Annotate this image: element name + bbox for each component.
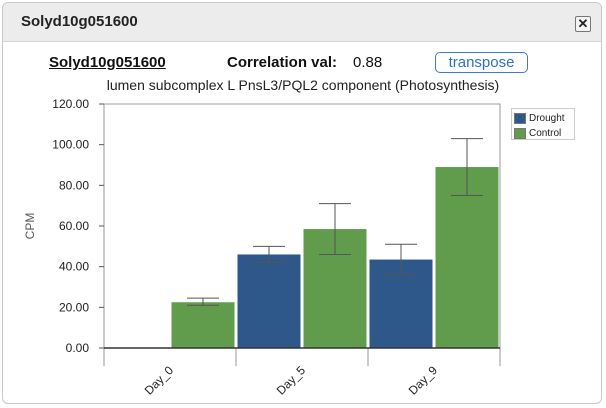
bar-control-day_0: [171, 302, 235, 348]
chart-legend: Drought Control: [511, 108, 575, 140]
y-tick-label: 20.00: [59, 300, 89, 314]
chart-title: lumen subcomplex L PnsL3/PQL2 component …: [106, 77, 500, 93]
y-tick-label: 40.00: [59, 260, 89, 274]
y-tick-label: 100.00: [52, 138, 89, 152]
legend-label-control: Control: [529, 127, 562, 139]
expression-dialog: Solyd10g051600 ✕ Solyd10g051600 Correlat…: [2, 2, 602, 404]
legend-item-drought[interactable]: Drought: [514, 112, 565, 124]
y-tick-label: 120.00: [52, 97, 89, 111]
x-tick-label: Day_9: [406, 363, 441, 398]
legend-swatch-drought: [514, 112, 526, 124]
legend-swatch-control: [514, 127, 526, 139]
transpose-button[interactable]: transpose: [435, 52, 528, 73]
dialog-title: Solyd10g051600: [21, 13, 138, 30]
bar-drought-day_5: [237, 254, 301, 348]
legend-item-control[interactable]: Control: [514, 127, 561, 139]
y-tick-label: 80.00: [59, 178, 89, 192]
y-tick-label: 60.00: [59, 219, 89, 233]
x-tick-label: Day_5: [274, 363, 309, 398]
y-axis-label: CPM: [23, 213, 37, 240]
bar-control-day_9: [435, 167, 499, 348]
y-tick-label: 0.00: [66, 341, 90, 355]
gene-link[interactable]: Solyd10g051600: [49, 54, 166, 71]
correlation-value: 0.88: [353, 54, 383, 71]
x-tick-label: Day_0: [142, 363, 177, 398]
legend-label-drought: Drought: [529, 112, 565, 124]
bar-chart: 0.00 20.00 40.00 60.00 80.00 100.00 120.00 CPM D…: [23, 97, 501, 398]
dialog-titlebar: Solyd10g051600 ✕: [3, 3, 601, 42]
correlation-label: Correlation val:: [227, 54, 338, 71]
close-icon[interactable]: ✕: [575, 16, 591, 32]
